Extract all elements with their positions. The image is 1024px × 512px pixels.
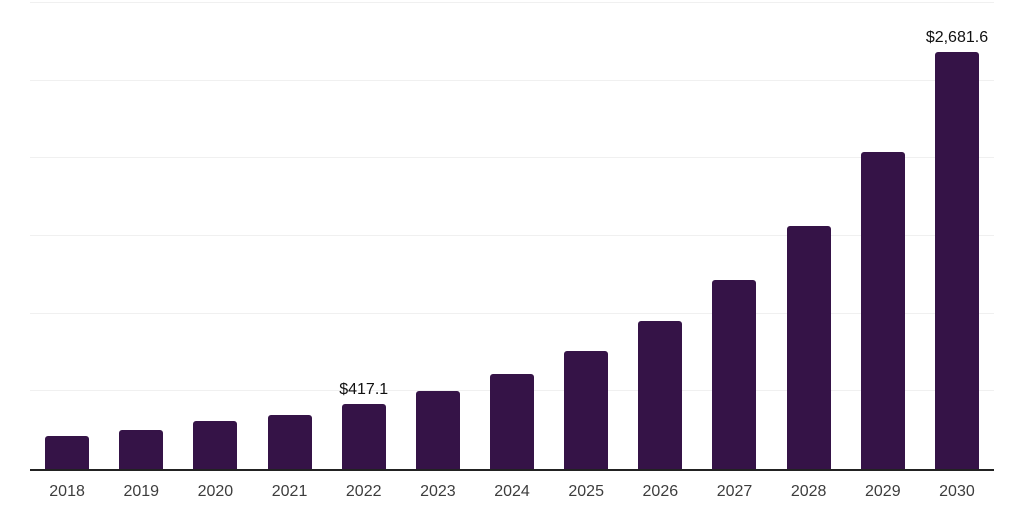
x-tick-label-2021: 2021 [271,483,308,500]
x-tick-label-2025: 2025 [568,483,604,500]
bars-container: $417.1 $2,681.6 [30,3,994,469]
bar-slot-2021 [252,3,326,469]
bar-2023 [415,390,460,469]
bar-2025 [564,350,609,469]
x-tick-label-2019: 2019 [123,483,160,500]
bar-2019 [119,430,164,469]
bar-slot-2028 [772,3,846,469]
bar-slot-2024 [475,3,549,469]
x-tick-label-2020: 2020 [197,483,234,500]
x-axis-line [30,469,994,471]
bar-value-label-2030: $2,681.6 [925,29,989,47]
bar-2020 [193,420,238,469]
bar-2027 [712,279,757,469]
bar-slot-2022: $417.1 [327,3,401,469]
bar-slot-2025 [549,3,623,469]
x-tick-label-2026: 2026 [642,483,679,500]
bar-slot-2030: $2,681.6 [920,3,994,469]
x-tick-label-2027: 2027 [716,483,753,500]
bar-2024 [490,373,535,469]
bar-2029 [860,151,905,469]
gridline-2000 [30,157,994,159]
gridline-1500 [30,235,994,236]
x-tick-label-2018: 2018 [49,483,85,500]
bar-slot-2029 [846,3,920,469]
bar-slot-2018 [30,3,104,469]
x-tick-label-2029: 2029 [865,483,901,500]
x-tick-label-2024: 2024 [494,483,530,500]
bar-slot-2020 [178,3,252,469]
bar-2028 [786,225,831,469]
bar-slot-2026 [623,3,697,469]
x-tick-label-2023: 2023 [420,483,456,500]
bar-2026 [638,320,683,469]
bar-slot-2023 [401,3,475,469]
gridline-2500 [30,79,994,81]
gridline-1000 [30,312,994,314]
bar-2018 [45,436,90,469]
bar-slot-2027 [697,3,771,469]
bar-2030 [934,52,979,469]
x-tick-label-2030: 2030 [939,483,975,500]
bar-slot-2019 [104,3,178,469]
bar-2022 [341,404,386,469]
bar-value-label-2022: $417.1 [339,381,389,399]
x-tick-label-2022: 2022 [345,483,382,500]
x-axis-labels: 2018 2019 2020 2021 2022 2023 2024 2025 2026 2027… [30,484,994,500]
plot-area: $417.1 $2,681.6 [30,2,994,469]
bar-2021 [267,415,312,469]
x-tick-label-2028: 2028 [790,483,827,500]
gridline-3000 [30,2,994,3]
